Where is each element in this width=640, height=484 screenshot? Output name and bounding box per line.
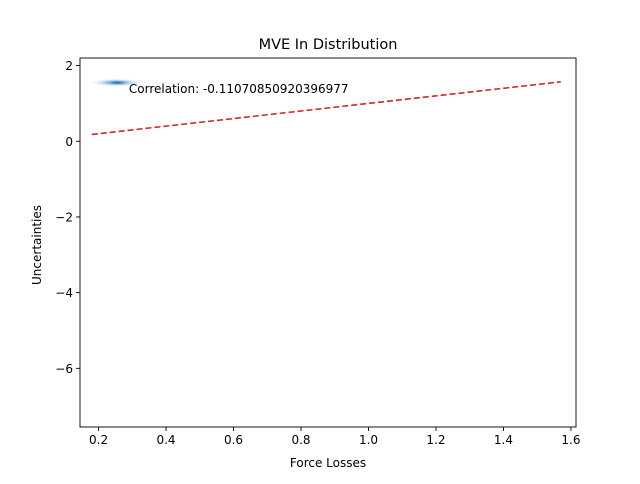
- x-tick-label: 0.8: [291, 433, 310, 447]
- y-tick-label: −2: [55, 210, 73, 224]
- y-tick-label: −4: [55, 286, 73, 300]
- x-tick-label: 1.2: [426, 433, 445, 447]
- density-level-6: [113, 81, 122, 84]
- axes: 0.2 0.4 0.6 0.8 1.0 1.2 1.4 1.6 2 0 −2 −4 −6: [55, 57, 580, 447]
- y-tick-label: 2: [65, 59, 73, 73]
- series-layer: [91, 81, 561, 136]
- fit-line-1: [91, 81, 561, 136]
- x-tick-label: 0.4: [156, 433, 175, 447]
- chart-title: MVE In Distribution: [259, 37, 398, 53]
- y-tick-label: 0: [65, 135, 73, 149]
- x-tick-label: 0.6: [224, 433, 243, 447]
- density-plot: [91, 79, 143, 87]
- correlation-annotation: Correlation: -0.11070850920396977: [129, 82, 349, 96]
- axes-frame: [79, 57, 577, 428]
- x-tick-label: 0.2: [89, 433, 108, 447]
- x-tick-label: 1.4: [494, 433, 513, 447]
- y-axis-label: Uncertainties: [30, 205, 44, 285]
- x-tick-label: 1.6: [561, 433, 580, 447]
- y-tick-label: −6: [55, 362, 73, 376]
- x-axis-label: Force Losses: [290, 456, 366, 470]
- x-tick-label: 1.0: [359, 433, 378, 447]
